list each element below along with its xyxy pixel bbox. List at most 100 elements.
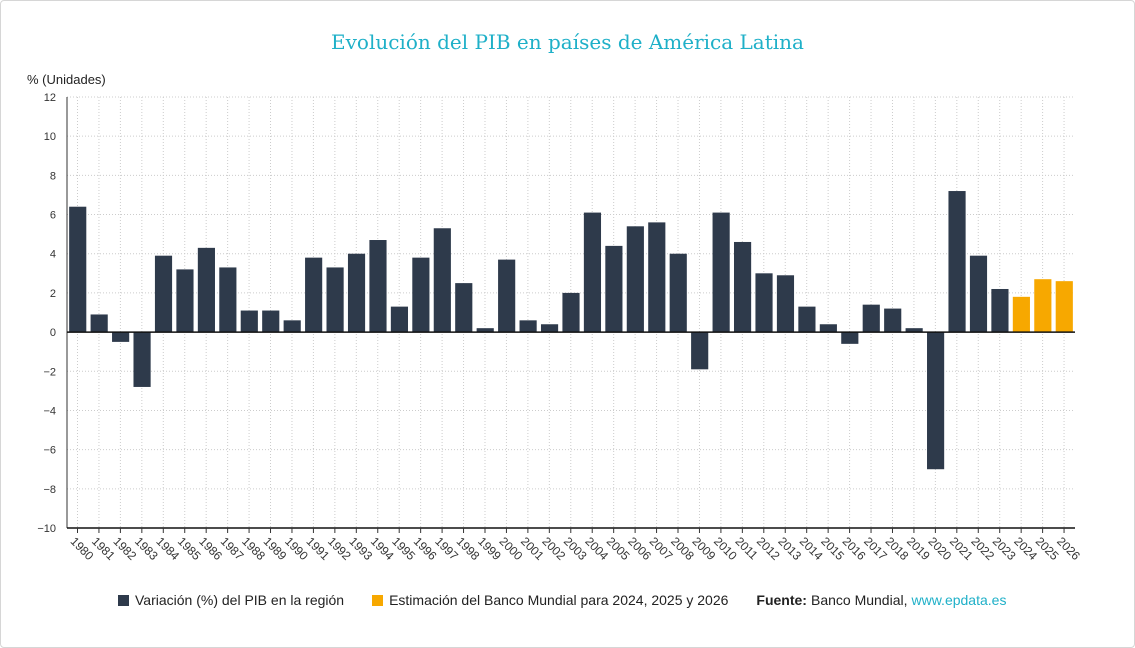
bar-1981 [90,314,108,333]
legend-swatch-estimate [372,594,384,606]
source-text: Banco Mundial, [810,592,908,608]
bar-1998 [455,283,473,333]
bar-1982 [112,332,130,342]
x-tick-label: 1986 [196,534,225,563]
bar-2016 [841,332,859,344]
bar-2018 [884,308,902,333]
bar-1993 [347,253,366,333]
y-tick-label: 10 [44,131,56,143]
x-tick-label: 2021 [947,534,976,563]
x-tick-label: 2014 [797,534,826,563]
x-tick-label: 2015 [818,534,847,563]
x-tick-label: 1985 [175,534,204,563]
bar-2006 [626,226,644,333]
source-link[interactable]: www.epdata.es [911,592,1007,608]
x-tick-label: 2000 [497,534,526,563]
legend-item-historical: Variación (%) del PIB en la región [118,592,344,608]
y-tick-label: 12 [44,92,56,104]
x-tick-label: 1984 [153,534,182,563]
y-tick-label: 8 [50,170,56,182]
x-tick-label: 2023 [990,534,1019,563]
y-axis-label: % (Unidades) [27,72,106,87]
x-tick-label: 1982 [110,534,139,563]
y-tick-label: −4 [43,405,56,417]
x-tick-label: 1994 [368,534,397,563]
y-tick-label: 0 [50,327,56,339]
bar-2024 [1012,296,1030,333]
y-tick-label: 6 [50,210,56,222]
x-tick-label: 1992 [325,534,354,563]
legend: Variación (%) del PIB en la región Estim… [118,592,1034,608]
x-tick-label: 2016 [840,534,869,563]
x-tick-label: 1993 [346,534,375,563]
bar-2014 [798,306,816,333]
y-tick-label: −10 [37,523,56,535]
bar-1992 [326,267,344,333]
x-tick-label: 1999 [475,534,504,563]
x-tick-label: 2018 [883,534,912,563]
x-tick-label: 2002 [539,534,568,563]
x-tick-label: 2025 [1033,534,1062,563]
bar-2005 [605,245,623,333]
bar-2008 [669,253,687,333]
bar-2010 [712,212,730,333]
source-label: Fuente: [756,592,807,608]
bar-2019 [905,328,923,333]
bar-1994 [369,240,387,333]
legend-label-historical: Variación (%) del PIB en la región [135,592,345,608]
bar-1999 [476,328,494,333]
x-tick-label: 2005 [604,534,633,563]
x-tick-label: 1996 [411,534,440,563]
bar-2009 [691,332,709,370]
x-tick-label: 1991 [304,534,333,563]
x-tick-label: 2003 [561,534,590,563]
bar-2017 [862,304,880,333]
bar-2012 [755,273,773,333]
x-tick-label: 2019 [904,534,933,563]
x-tick-label: 2001 [518,534,547,563]
x-tick-label: 2007 [647,534,676,563]
bar-2015 [819,324,837,333]
y-tick-label: −6 [43,445,56,457]
bar-2001 [519,320,537,333]
x-tick-label: 1980 [68,534,97,563]
x-tick-label: 2017 [861,534,890,563]
x-tick-label: 1995 [389,534,418,563]
bar-1995 [390,306,409,333]
x-tick-label: 2010 [711,534,740,563]
y-tick-label: 2 [50,288,56,300]
y-tick-label: −2 [43,366,56,378]
x-tick-label: 2013 [775,534,804,563]
source-note: Fuente: Banco Mundial, www.epdata.es [756,592,1006,608]
bar-2023 [991,288,1009,333]
x-tick-label: 1997 [432,534,461,563]
x-tick-label: 2004 [582,534,611,563]
x-tick-label: 1988 [239,534,268,563]
x-tick-label: 2020 [925,534,954,563]
bar-1988 [240,310,258,333]
x-tick-label: 2024 [1011,534,1040,563]
x-tick-label: 2022 [968,534,997,563]
bar-1980 [69,206,87,333]
x-tick-label: 1989 [261,534,290,563]
bar-2003 [562,292,580,333]
bar-2011 [733,241,752,333]
bar-1986 [197,247,215,333]
x-tick-label: 1998 [454,534,483,563]
x-tick-label: 2006 [625,534,654,563]
y-tick-label: 4 [50,249,56,261]
bar-2002 [540,324,559,333]
bar-1987 [219,267,237,333]
x-tick-label: 1983 [132,534,161,563]
x-tick-label: 1987 [218,534,247,563]
bar-2004 [583,212,602,333]
x-tick-label: 2012 [754,534,783,563]
x-tick-label: 2008 [668,534,697,563]
bar-1996 [412,257,430,333]
bar-1989 [262,310,280,333]
x-tick-label: 1981 [89,534,118,563]
bar-2026 [1055,281,1073,333]
chart-title: Evolución del PIB en países de América L… [331,30,804,54]
bar-2007 [648,222,666,333]
